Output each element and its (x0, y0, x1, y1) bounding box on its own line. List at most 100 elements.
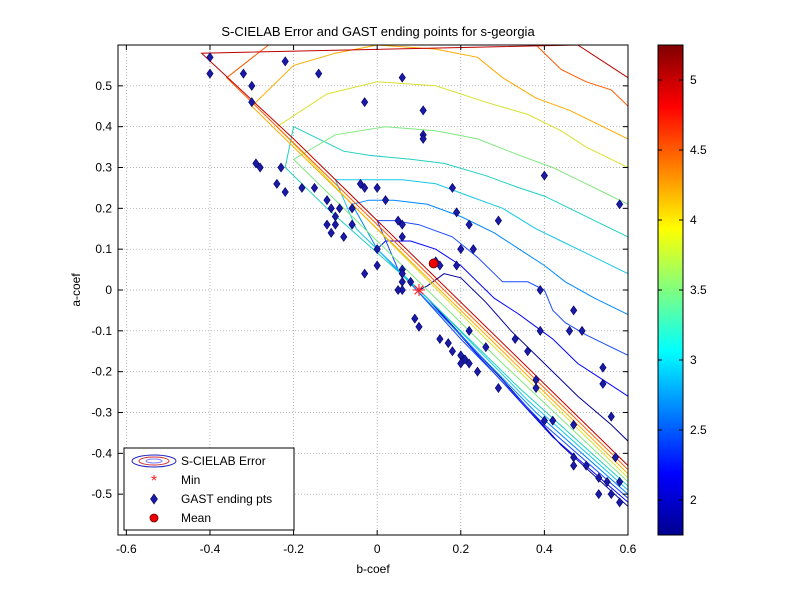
y-tick-label: 0 (105, 283, 112, 297)
x-tick-label: 0 (374, 542, 381, 556)
gast-point (398, 72, 406, 83)
gast-point (361, 268, 369, 279)
gast-point (419, 133, 427, 144)
gast-point (381, 195, 390, 206)
legend-diamond-icon (150, 493, 158, 505)
gast-point (315, 68, 323, 79)
gast-point (281, 186, 289, 198)
y-tick-label: 0.5 (95, 79, 112, 93)
colorbar-ticks: 2 2.5 3 3.5 4 4.5 5 (658, 73, 707, 507)
gast-point (361, 182, 369, 193)
gast-point (327, 227, 335, 238)
gast-point (398, 219, 406, 230)
gast-point (298, 182, 306, 193)
gast-point (570, 305, 578, 316)
contour-line (200, 45, 628, 466)
gast-point (373, 182, 381, 193)
gast-point (448, 182, 456, 193)
gast-point (340, 231, 348, 242)
legend-circle-icon (149, 513, 159, 523)
gast-point (248, 80, 256, 91)
contour-line (284, 125, 628, 487)
gast-point (536, 325, 544, 336)
colorbar-tick-label: 2 (690, 493, 697, 507)
gast-point (607, 411, 615, 422)
x-tick-label: 0.2 (452, 542, 469, 556)
gast-point (348, 219, 356, 230)
x-axis-label: b-coef (356, 562, 390, 576)
gast-point (373, 244, 381, 255)
gast-point (549, 415, 557, 426)
legend-label-error: S-CIELAB Error (181, 454, 266, 468)
gast-point (453, 207, 461, 218)
gast-point (540, 170, 548, 181)
gast-point (407, 276, 415, 287)
gast-point (616, 199, 624, 210)
x-tick-label: -0.6 (116, 542, 137, 556)
gast-point (444, 338, 452, 349)
gast-point (361, 97, 369, 108)
gast-point (323, 195, 331, 206)
colorbar-tick-label: 3.5 (690, 283, 707, 297)
contour-line (351, 199, 628, 495)
gast-point (582, 460, 590, 471)
y-tick-label: 0.4 (95, 120, 112, 134)
gast-point (310, 182, 319, 193)
min-point (412, 284, 425, 296)
gast-point (327, 203, 335, 214)
gast-point (473, 366, 482, 377)
gast-point (532, 382, 540, 394)
gast-point (256, 162, 264, 173)
gast-point (206, 68, 214, 79)
contour-line (225, 45, 628, 471)
gast-point (331, 219, 339, 230)
gast-point (465, 325, 473, 336)
y-tick-label: -0.4 (91, 446, 112, 460)
data-markers (206, 52, 624, 508)
y-tick-label: 0.3 (95, 161, 112, 175)
contour-line (418, 273, 628, 507)
gast-point (599, 378, 607, 389)
x-axis-ticks: -0.6 -0.4 -0.2 0 0.2 0.4 0.6 (116, 45, 637, 556)
gast-point (394, 284, 402, 296)
gast-point (611, 452, 620, 463)
gast-point (453, 260, 461, 271)
gast-point (540, 415, 548, 426)
y-tick-label: -0.2 (91, 365, 112, 379)
gast-point (248, 97, 256, 108)
gast-point (373, 260, 381, 271)
gast-point (335, 203, 344, 214)
gast-point (411, 313, 419, 324)
gast-point (536, 284, 544, 296)
legend-label-gast: GAST ending pts (181, 492, 272, 506)
gast-point (595, 472, 603, 483)
chart-title: S-CIELAB Error and GAST ending points fo… (221, 24, 535, 39)
y-tick-label: -0.1 (91, 324, 112, 338)
y-tick-label: -0.5 (91, 487, 112, 501)
gast-point (578, 325, 586, 336)
colorbar-tick-label: 5 (690, 73, 697, 87)
gast-point (469, 244, 477, 255)
gast-point (616, 497, 624, 508)
gast-point (348, 203, 356, 214)
gast-point (465, 358, 473, 369)
gast-point (239, 68, 247, 79)
mean-point (428, 258, 439, 269)
legend-contour-icon (131, 454, 177, 468)
gast-point (281, 56, 289, 67)
gast-point (457, 358, 465, 369)
colorbar-tick-label: 4 (690, 213, 697, 227)
gast-point (436, 333, 444, 345)
gast-point (419, 105, 427, 116)
y-tick-label: 0.1 (95, 242, 112, 256)
colorbar-tick-label: 3 (690, 353, 697, 367)
gast-point (616, 476, 624, 487)
legend: S-CIELAB Error * Min GAST ending pts Mea… (123, 447, 295, 531)
x-tick-label: -0.4 (200, 542, 221, 556)
gast-point (524, 346, 532, 357)
gast-point (570, 460, 578, 471)
gast-point (595, 489, 603, 500)
gast-point (494, 382, 502, 394)
gast-point (394, 215, 402, 226)
